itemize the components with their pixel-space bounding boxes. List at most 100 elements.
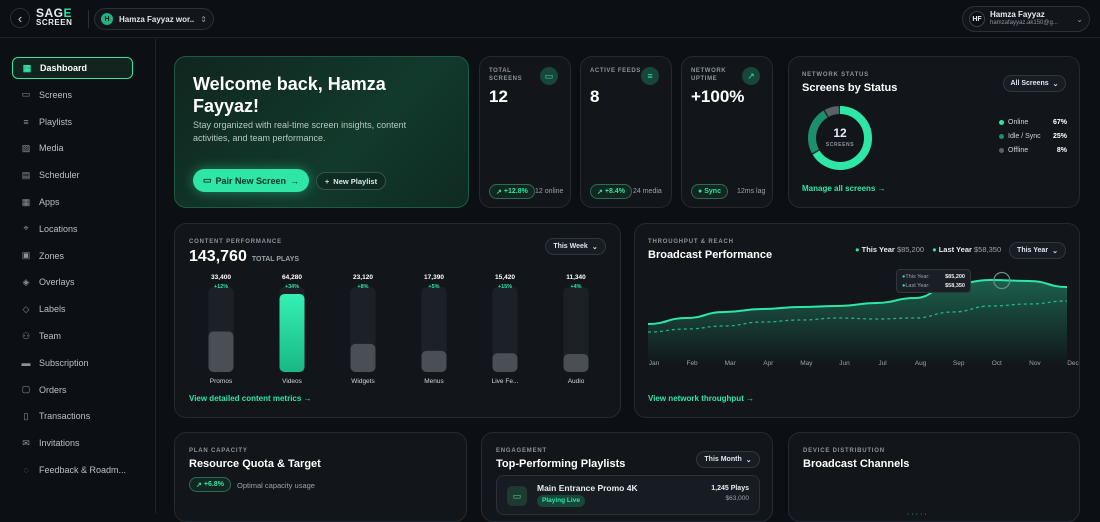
chart-tooltip: ● This Year: $85,200 ● Last Year: $58,350 bbox=[896, 269, 971, 293]
bar-category-label: Audio bbox=[568, 378, 585, 385]
arrow-right-icon: → bbox=[303, 394, 312, 403]
total-plays-label: TOTAL PLAYS bbox=[251, 256, 300, 263]
new-playlist-label: New Playlist bbox=[333, 176, 378, 186]
legend-idle: Idle / Sync 25% bbox=[999, 133, 1067, 140]
bar-audio[interactable] bbox=[563, 354, 589, 372]
bar-widgets[interactable] bbox=[350, 343, 376, 372]
sidebar-item-media[interactable]: ▨ Media bbox=[12, 137, 133, 159]
bar-change-label: +8% bbox=[357, 284, 368, 290]
sidebar-item-label: Orders bbox=[39, 384, 67, 395]
bar-livefe[interactable] bbox=[492, 353, 518, 372]
card-title: Top-Performing Playlists bbox=[496, 458, 626, 470]
sidebar-item-label: Scheduler bbox=[39, 170, 80, 181]
sidebar-item-apps[interactable]: ▦ Apps bbox=[12, 191, 133, 213]
stat-card-active-feeds[interactable]: ACTIVE FEEDS ≡ 8 ↗ +8.4% 24 media bbox=[580, 56, 672, 208]
stat-label: ACTIVE FEEDS bbox=[590, 68, 641, 74]
sidebar-item-transactions[interactable]: ▯ Transactions bbox=[12, 405, 133, 427]
legend-value: $85,200 bbox=[896, 245, 925, 254]
sidebar-item-label: Apps bbox=[39, 197, 60, 207]
card-label: CONTENT PERFORMANCE bbox=[189, 239, 282, 245]
logo-subtext: SCREEN bbox=[36, 18, 73, 27]
sidebar-item-screens[interactable]: ▭ Screens bbox=[12, 84, 133, 106]
stat-card-total-screens[interactable]: TOTAL SCREENS ▭ 12 ↗ +12.8% 12 online bbox=[479, 56, 571, 208]
sidebar-item-feedback-roadm[interactable]: ◌ Feedback & Roadm... bbox=[12, 459, 133, 481]
monitor-icon: ▭ bbox=[540, 67, 558, 85]
legend-offline: Offline 8% bbox=[999, 147, 1067, 154]
broadcast-channels-card: DEVICE DISTRIBUTION Broadcast Channels ·… bbox=[788, 432, 1080, 522]
sidebar-item-invitations[interactable]: ✉ Invitations bbox=[12, 432, 133, 454]
x-tick-label: Oct bbox=[991, 360, 1002, 367]
bar-promos[interactable] bbox=[208, 331, 234, 372]
card-label: ENGAGEMENT bbox=[496, 448, 548, 454]
sidebar-item-zones[interactable]: ▣ Zones bbox=[12, 245, 133, 267]
legend-name: Online bbox=[1008, 119, 1029, 126]
x-tick-label: Apr bbox=[763, 360, 774, 367]
sidebar-item-subscription[interactable]: ▬ Subscription bbox=[12, 352, 133, 374]
avatar: HF bbox=[969, 11, 985, 27]
period-dropdown[interactable]: This Week ⌄ bbox=[545, 238, 606, 255]
plan-capacity-card: PLAN CAPACITY Resource Quota & Target ↗ +… bbox=[174, 432, 467, 522]
sidebar-item-label: Labels bbox=[39, 304, 66, 315]
bar-value-label: 64,280 bbox=[282, 274, 302, 281]
sidebar-item-label: Zones bbox=[39, 250, 65, 261]
link-text: Manage all screens bbox=[802, 184, 876, 193]
bar-change-label: +5% bbox=[428, 284, 439, 290]
card-label: NETWORK STATUS bbox=[802, 72, 869, 78]
status-badge: Playing Live bbox=[537, 495, 585, 507]
monitor-icon: ▭ bbox=[21, 89, 31, 100]
sync-text: Sync bbox=[704, 188, 721, 195]
year-dropdown[interactable]: This Year ⌄ bbox=[1009, 242, 1066, 259]
sidebar-item-team[interactable]: ⚇ Team bbox=[12, 325, 133, 347]
new-playlist-button[interactable]: + New Playlist bbox=[316, 172, 386, 190]
divider bbox=[88, 10, 89, 28]
dropdown-label: This Week bbox=[553, 243, 588, 250]
sidebar-item-locations[interactable]: ⌖ Locations bbox=[12, 218, 133, 240]
sidebar-item-playlists[interactable]: ≡ Playlists bbox=[12, 111, 133, 133]
hover-marker[interactable] bbox=[993, 271, 1011, 290]
bar-change-label: +4% bbox=[570, 284, 581, 290]
x-tick-label: Jun bbox=[839, 360, 850, 367]
app-logo[interactable]: SAGE SCREEN bbox=[36, 6, 80, 30]
chevron-updown-icon: ⇕ bbox=[200, 14, 207, 24]
sidebar-item-dashboard[interactable]: ▦ Dashboard bbox=[12, 57, 133, 79]
pair-new-screen-button[interactable]: ▭ Pair New Screen → bbox=[193, 169, 309, 192]
list-item[interactable]: ▭ Main Entrance Promo 4K Playing Live 1,… bbox=[496, 475, 760, 515]
sidebar-item-scheduler[interactable]: ▤ Scheduler bbox=[12, 164, 133, 186]
tag-icon: ◇ bbox=[22, 303, 30, 314]
trend-up-icon: ↗ bbox=[196, 481, 202, 489]
card-title: Broadcast Performance bbox=[648, 249, 773, 261]
sidebar-item-overlays[interactable]: ◈ Overlays bbox=[12, 271, 133, 293]
user-menu[interactable]: HF Hamza Fayyaz hamzafayyaz.ak150@g... ⌄ bbox=[962, 6, 1090, 32]
stat-card-network-uptime[interactable]: NETWORK UPTIME ↗ +100% ● Sync 12ms lag bbox=[681, 56, 773, 208]
user-name: Hamza Fayyaz bbox=[990, 11, 1045, 19]
sidebar-item-label: Invitations bbox=[39, 438, 80, 449]
sidebar-item-labels[interactable]: ◇ Labels bbox=[12, 298, 133, 320]
view-content-metrics-link[interactable]: View detailed content metrics → bbox=[189, 394, 312, 403]
workspace-avatar: H bbox=[101, 13, 113, 25]
content-bar-chart: 33,400 +12% Promos 64,280 +34% Videos 23,120 +8… bbox=[208, 274, 589, 385]
team-icon: ⚇ bbox=[21, 330, 31, 341]
workspace-switcher[interactable]: H Hamza Fayyaz wor... ⇕ bbox=[94, 8, 214, 30]
sidebar-item-orders[interactable]: ▢ Orders bbox=[12, 379, 133, 401]
stat-label: TOTAL SCREENS bbox=[489, 68, 523, 82]
view-network-throughput-link[interactable]: View network throughput → bbox=[648, 394, 754, 403]
stat-change-badge: ↗ +12.8% bbox=[489, 184, 535, 199]
sync-badge: ● Sync bbox=[691, 184, 728, 199]
month-dropdown[interactable]: This Month ⌄ bbox=[696, 451, 760, 468]
trend-up-icon: ↗ bbox=[597, 188, 603, 196]
chevron-left-icon: ‹ bbox=[17, 10, 23, 26]
x-tick-label: May bbox=[800, 360, 813, 367]
manage-all-screens-link[interactable]: Manage all screens → bbox=[802, 184, 886, 193]
welcome-card: Welcome back, Hamza Fayyaz! Stay organiz… bbox=[174, 56, 469, 208]
logo-text: SAG bbox=[36, 6, 64, 20]
dropdown-label: All Screens bbox=[1010, 80, 1049, 87]
bar-videos[interactable] bbox=[279, 293, 305, 372]
donut-segment-online bbox=[808, 106, 872, 170]
link-text: View network throughput bbox=[648, 394, 744, 403]
status-filter-dropdown[interactable]: All Screens ⌄ bbox=[1003, 75, 1066, 92]
sidebar: ▦ Dashboard ▭ Screens ≡ Playlists ▨ Media ▤ Sched… bbox=[0, 38, 156, 514]
back-button[interactable]: ‹ bbox=[10, 8, 30, 28]
x-tick-label: Jul bbox=[878, 360, 887, 367]
bar-category-label: Widgets bbox=[351, 378, 375, 385]
bar-menus[interactable] bbox=[421, 350, 447, 372]
